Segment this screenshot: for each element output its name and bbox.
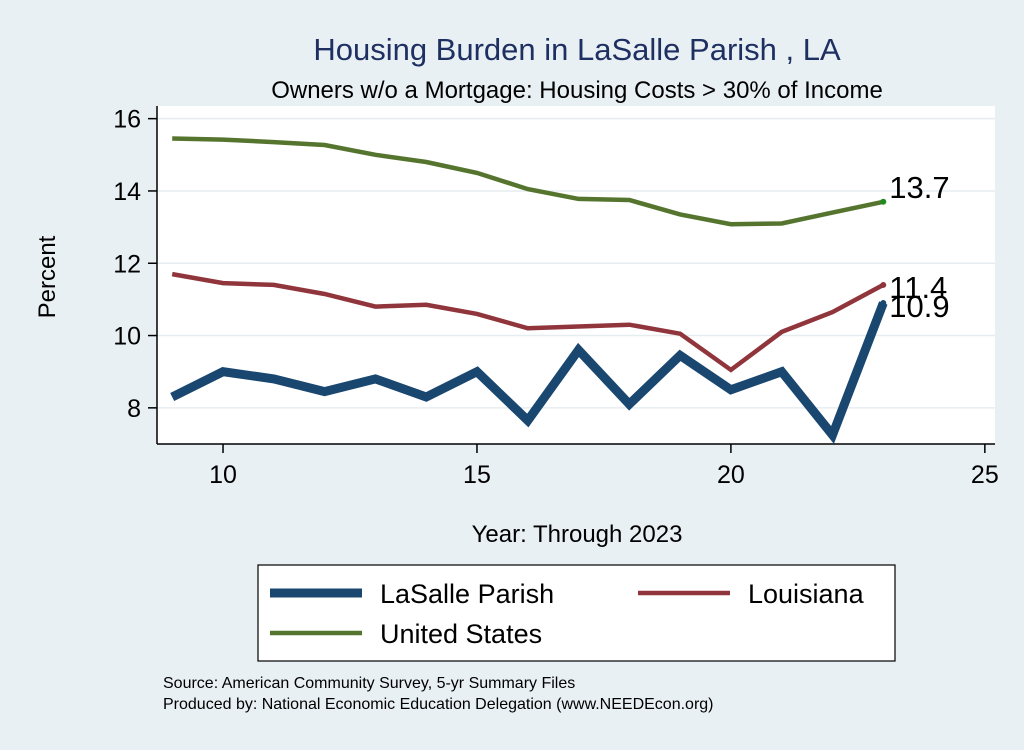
legend-label-1: Louisiana	[748, 579, 865, 609]
grid-layer	[157, 117, 995, 409]
chart-subtitle: Owners w/o a Mortgage: Housing Costs > 3…	[271, 77, 883, 104]
x-tick-label: 10	[209, 461, 237, 489]
source-note: Source: American Community Survey, 5-yr …	[163, 675, 575, 692]
x-tick-label: 15	[463, 461, 491, 489]
series-line-1	[171, 271, 885, 373]
legend-label-0: LaSalle Parish	[380, 579, 554, 609]
x-tick-label: 25	[971, 461, 999, 489]
y-tick-label: 12	[113, 250, 141, 278]
end-label-1: 11.4	[889, 270, 947, 305]
y-tick-label: 10	[113, 323, 141, 351]
chart-title: Housing Burden in LaSalle Parish , LA	[313, 32, 841, 67]
series-endpoint-1	[880, 281, 887, 288]
series-line-0	[170, 301, 888, 444]
end-label-2: 13.7	[889, 170, 949, 205]
legend-layer: LaSalle Parish Louisiana United States	[270, 579, 865, 649]
produced-by-note: Produced by: National Economic Education…	[163, 696, 714, 713]
plot-area	[157, 106, 995, 444]
y-tick-label: 14	[113, 178, 141, 206]
x-axis-label: Year: Through 2023	[472, 521, 683, 548]
end-label-layer: 10.911.4 13.7	[889, 170, 949, 324]
y-tick-label: 8	[127, 395, 141, 423]
legend-box	[257, 564, 896, 662]
series-endpoint-0	[880, 300, 887, 307]
y-tick-label: 16	[113, 106, 141, 134]
end-label-0: 10.9	[889, 289, 949, 324]
series-layer	[170, 136, 888, 444]
x-tick-label: 20	[717, 461, 745, 489]
series-line-2	[172, 136, 884, 227]
y-tick-layer: 8 10 12 14 16	[113, 106, 157, 423]
legend-label-2: United States	[380, 619, 542, 649]
y-axis-label: Percent	[34, 235, 61, 318]
x-tick-layer: 10 15 20 25	[209, 444, 999, 489]
series-endpoint-2	[880, 198, 887, 205]
